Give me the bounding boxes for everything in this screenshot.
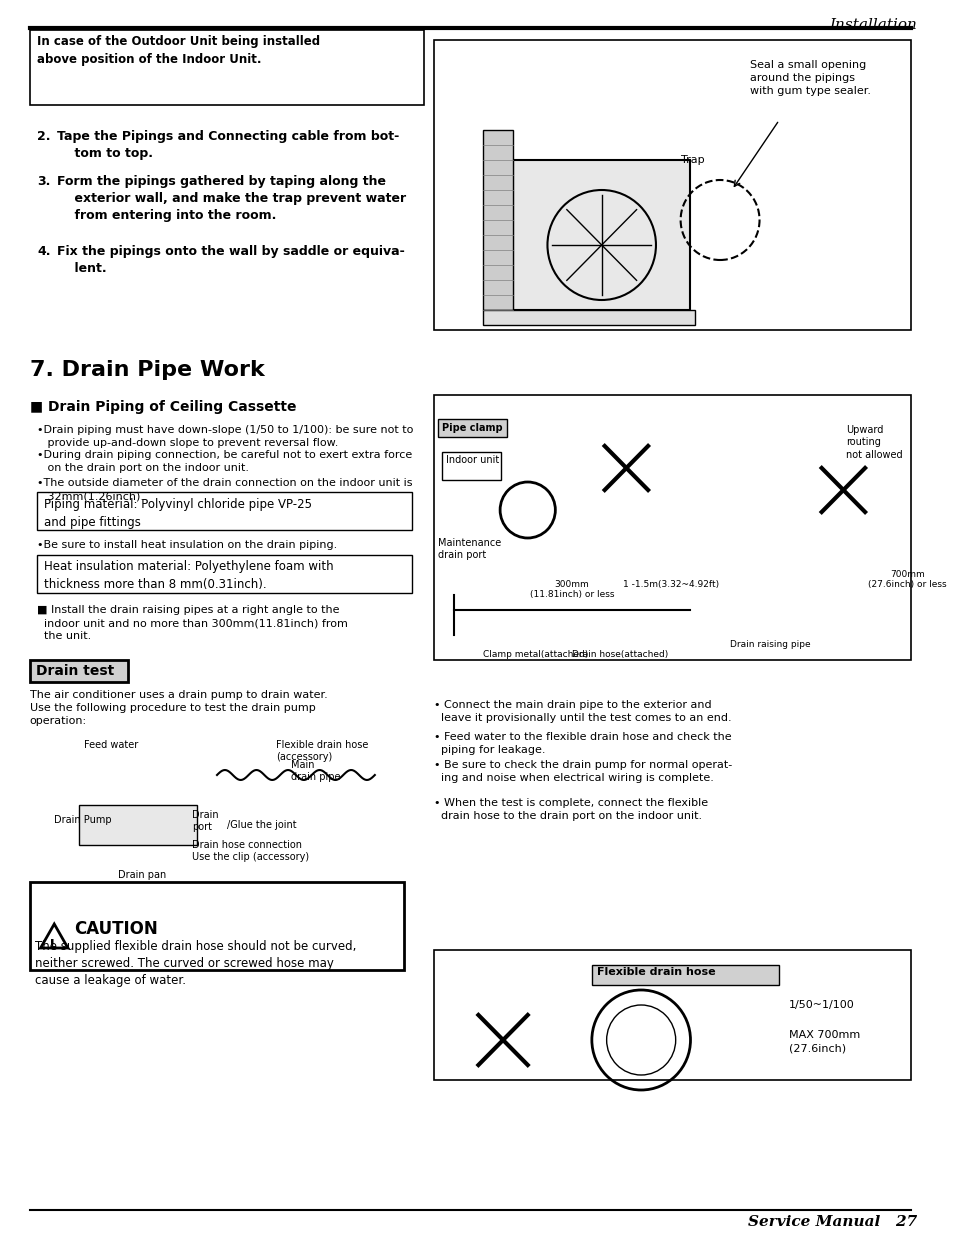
Text: Fix the pipings onto the wall by saddle or equiva-
    lent.: Fix the pipings onto the wall by saddle …	[57, 245, 404, 275]
Text: 1 -1.5m(3.32~4.92ft): 1 -1.5m(3.32~4.92ft)	[622, 580, 718, 589]
FancyBboxPatch shape	[591, 965, 779, 984]
Text: Seal a small opening
around the pipings
with gum type sealer.: Seal a small opening around the pipings …	[749, 60, 870, 97]
Text: •Drain piping must have down-slope (1/50 to 1/100): be sure not to
   provide up: •Drain piping must have down-slope (1/50…	[37, 425, 414, 449]
Bar	[79, 805, 197, 845]
Text: Installation: Installation	[828, 17, 917, 32]
Text: Main
drain pipe: Main drain pipe	[291, 759, 340, 782]
Text: Indoor unit: Indoor unit	[445, 455, 498, 465]
FancyBboxPatch shape	[37, 492, 412, 530]
Text: Form the pipings gathered by taping along the
    exterior wall, and make the tr: Form the pipings gathered by taping alon…	[57, 175, 406, 222]
FancyBboxPatch shape	[30, 30, 424, 104]
FancyBboxPatch shape	[441, 452, 500, 480]
Text: Maintenance
drain port: Maintenance drain port	[437, 538, 500, 561]
FancyBboxPatch shape	[30, 883, 404, 970]
Text: Drain hose(attached): Drain hose(attached)	[572, 650, 668, 659]
Text: In case of the Outdoor Unit being installed
above position of the Indoor Unit.: In case of the Outdoor Unit being instal…	[37, 35, 320, 66]
FancyBboxPatch shape	[37, 556, 412, 593]
Text: Drain pan: Drain pan	[118, 870, 167, 880]
Text: • Feed water to the flexible drain hose and check the
  piping for leakage.: • Feed water to the flexible drain hose …	[434, 732, 731, 756]
Text: Drain
port: Drain port	[193, 810, 219, 833]
Text: MAX 700mm
(27.6inch): MAX 700mm (27.6inch)	[788, 1030, 860, 1053]
Text: Tape the Pipings and Connecting cable from bot-
    tom to top.: Tape the Pipings and Connecting cable fr…	[57, 131, 399, 160]
FancyBboxPatch shape	[30, 660, 128, 682]
Bar	[483, 131, 513, 310]
Text: 300mm
(11.81inch) or less: 300mm (11.81inch) or less	[529, 580, 614, 599]
Text: Piping material: Polyvinyl chloride pipe VP-25
and pipe fittings: Piping material: Polyvinyl chloride pipe…	[45, 498, 312, 530]
Text: Feed water: Feed water	[84, 740, 138, 750]
Text: /Glue the joint: /Glue the joint	[227, 820, 296, 830]
Text: 4.: 4.	[37, 245, 51, 259]
Text: Drain Pump: Drain Pump	[54, 815, 112, 825]
Text: Drain hose connection
Use the clip (accessory): Drain hose connection Use the clip (acce…	[193, 840, 309, 863]
Text: 3.: 3.	[37, 175, 51, 188]
Text: CAUTION: CAUTION	[74, 920, 157, 938]
Text: Drain raising pipe: Drain raising pipe	[729, 640, 810, 649]
Text: • Be sure to check the drain pump for normal operat-
  ing and noise when electr: • Be sure to check the drain pump for no…	[434, 759, 732, 783]
Text: 2.: 2.	[37, 131, 51, 143]
Text: Pipe clamp: Pipe clamp	[441, 423, 502, 433]
Bar	[513, 160, 690, 310]
Text: Heat insulation material: Polyethylene foam with
thickness more than 8 mm(0.31in: Heat insulation material: Polyethylene f…	[45, 561, 334, 590]
Text: Flexible drain hose: Flexible drain hose	[597, 967, 715, 977]
Text: Upward
routing
not allowed: Upward routing not allowed	[845, 425, 902, 460]
FancyBboxPatch shape	[434, 950, 910, 1080]
Text: ■ Install the drain raising pipes at a right angle to the
  indoor unit and no m: ■ Install the drain raising pipes at a r…	[37, 605, 348, 641]
Text: • When the test is complete, connect the flexible
  drain hose to the drain port: • When the test is complete, connect the…	[434, 798, 707, 822]
Text: Trap: Trap	[679, 155, 703, 165]
Text: •Be sure to install heat insulation on the drain piping.: •Be sure to install heat insulation on t…	[37, 539, 337, 549]
Text: Service Manual   27: Service Manual 27	[747, 1214, 917, 1229]
Bar	[483, 310, 695, 324]
Text: •During drain piping connection, be careful not to exert extra force
   on the d: •During drain piping connection, be care…	[37, 450, 413, 474]
Text: Clamp metal(attached): Clamp metal(attached)	[483, 650, 588, 659]
Text: !: !	[49, 938, 55, 952]
Text: Drain test: Drain test	[35, 664, 113, 677]
Text: 7. Drain Pipe Work: 7. Drain Pipe Work	[30, 360, 264, 380]
FancyBboxPatch shape	[434, 395, 910, 660]
FancyBboxPatch shape	[437, 419, 506, 438]
Text: The supplied flexible drain hose should not be curved,
neither screwed. The curv: The supplied flexible drain hose should …	[34, 940, 355, 987]
Text: 700mm
(27.6inch) or less: 700mm (27.6inch) or less	[867, 571, 945, 589]
Text: The air conditioner uses a drain pump to drain water.
Use the following procedur: The air conditioner uses a drain pump to…	[30, 690, 327, 726]
FancyBboxPatch shape	[434, 40, 910, 329]
Text: Flexible drain hose
(accessory): Flexible drain hose (accessory)	[276, 740, 368, 762]
Text: •The outside diameter of the drain connection on the indoor unit is
   32mm(1.26: •The outside diameter of the drain conne…	[37, 479, 413, 501]
Text: ■ Drain Piping of Ceiling Cassette: ■ Drain Piping of Ceiling Cassette	[30, 400, 295, 414]
Text: • Connect the main drain pipe to the exterior and
  leave it provisionally until: • Connect the main drain pipe to the ext…	[434, 700, 731, 723]
Text: 1/50~1/100: 1/50~1/100	[788, 1001, 854, 1011]
